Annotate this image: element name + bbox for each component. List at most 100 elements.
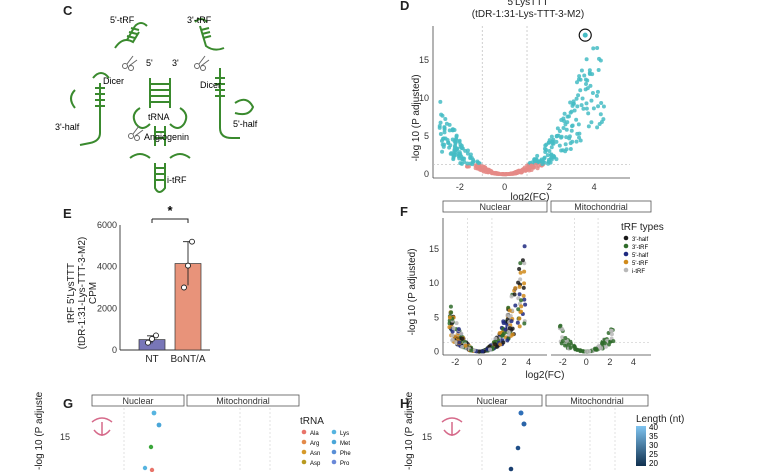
- volcano-point: [454, 321, 459, 326]
- category-label: BoNT/A: [170, 354, 205, 365]
- y-tick-label: 0: [434, 347, 439, 357]
- volcano-point: [517, 284, 522, 289]
- volcano-point: [588, 83, 593, 88]
- volcano-point: [505, 313, 510, 318]
- volcano-point: [456, 327, 461, 332]
- volcano-point: [442, 125, 447, 130]
- volcano-point: [469, 348, 474, 353]
- legend-label: 3'-half: [632, 237, 648, 243]
- volcano-point: [498, 342, 503, 347]
- volcano-point: [507, 308, 512, 313]
- volcano-point: [516, 307, 521, 312]
- label-5-trf: 5'-tRF: [110, 15, 135, 25]
- i-trf-shape: [154, 163, 166, 193]
- volcano-point: [449, 310, 454, 315]
- volcano-point: [578, 348, 583, 353]
- volcano-point: [484, 170, 489, 175]
- volcano-g-ylabel: -log 10 (P adjusted): [34, 392, 45, 470]
- volcano-point: [450, 337, 455, 342]
- panel-letter-g: G: [63, 396, 74, 411]
- volcano-point: [457, 153, 462, 158]
- volcano-d-xlabel: log2(FC): [511, 192, 550, 203]
- volcano-point: [608, 328, 613, 333]
- volcano-point: [522, 297, 527, 302]
- volcano-point: [595, 125, 600, 130]
- label-dicer-left: Dicer: [103, 76, 124, 86]
- volcano-point: [576, 93, 581, 98]
- volcano-point: [438, 132, 443, 137]
- volcano-point: [519, 298, 524, 303]
- volcano-point: [567, 134, 572, 139]
- volcano-point: [552, 155, 557, 160]
- volcano-point: [577, 135, 582, 140]
- volcano-point: [448, 304, 453, 309]
- point-lys: [156, 422, 162, 428]
- three-trf-shape: [199, 25, 225, 51]
- volcano-point: [447, 325, 452, 330]
- data-point: [185, 262, 191, 269]
- volcano-point: [465, 151, 470, 156]
- panel-letter-e: E: [63, 206, 72, 221]
- volcano-point: [587, 68, 592, 73]
- point-lys: [142, 465, 148, 471]
- volcano-d-title-line2: (tDR-1:31-Lys-TTT-3-M2): [471, 9, 585, 20]
- volcano-point: [598, 112, 603, 117]
- volcano-point: [570, 139, 575, 144]
- volcano-point: [492, 170, 497, 175]
- volcano-point: [544, 147, 549, 152]
- x-tick-label: 0: [584, 357, 589, 367]
- volcano-h-ylabel: -log 10 (P adjusted): [404, 392, 415, 470]
- volcano-point: [599, 100, 604, 105]
- legend-label: i-tRF: [632, 269, 645, 275]
- volcano-point: [448, 151, 453, 156]
- volcano-point: [457, 156, 462, 161]
- x-tick-label: 4: [631, 357, 636, 367]
- legend-dot: [331, 439, 337, 445]
- volcano-point: [589, 98, 594, 103]
- legend-dot: [331, 459, 337, 465]
- volcano-point: [447, 145, 452, 150]
- trna-icon: [91, 417, 113, 436]
- y-tick-label: 2000: [97, 303, 117, 313]
- volcano-point: [508, 171, 513, 176]
- scissors-icon: [122, 55, 138, 71]
- legend-label: Lys: [340, 431, 349, 437]
- volcano-point: [559, 148, 564, 153]
- volcano-point: [468, 152, 473, 157]
- volcano-point: [581, 106, 586, 111]
- x-tick-label: 2: [607, 357, 612, 367]
- volcano-point: [535, 166, 540, 171]
- volcano-point: [554, 139, 559, 144]
- volcano-point: [470, 162, 475, 167]
- legend-g-title: tRNA: [300, 416, 324, 427]
- volcano-d-ylabel: -log 10 (P adjusted): [411, 74, 422, 161]
- legend-label: Asp: [310, 461, 321, 467]
- volcano-point: [442, 142, 447, 147]
- volcano-point: [527, 168, 532, 173]
- label-5-half: 5'-half: [233, 119, 258, 129]
- volcano-point: [522, 321, 527, 326]
- volcano-point: [520, 258, 525, 263]
- volcano-point: [582, 73, 587, 78]
- legend-dot: [623, 267, 629, 273]
- y-tick-label: 4000: [97, 262, 117, 272]
- volcano-point: [500, 333, 505, 338]
- volcano-point: [457, 340, 462, 345]
- volcano-point: [522, 269, 527, 274]
- length-point: [518, 410, 524, 416]
- legend-label: Met: [340, 441, 350, 447]
- volcano-point: [564, 127, 569, 132]
- legend-dot: [301, 449, 307, 455]
- legend-label: Arg: [310, 441, 319, 447]
- volcano-point: [564, 147, 569, 152]
- volcano-point: [572, 108, 577, 113]
- volcano-point: [522, 165, 527, 170]
- volcano-point: [515, 320, 520, 325]
- trna-icon: [441, 417, 463, 436]
- volcano-point: [574, 96, 579, 101]
- y-tick-label: 10: [419, 93, 429, 103]
- panel-letter-c: C: [63, 3, 73, 18]
- volcano-point: [503, 327, 508, 332]
- volcano-point: [453, 152, 458, 157]
- volcano-point: [583, 81, 588, 86]
